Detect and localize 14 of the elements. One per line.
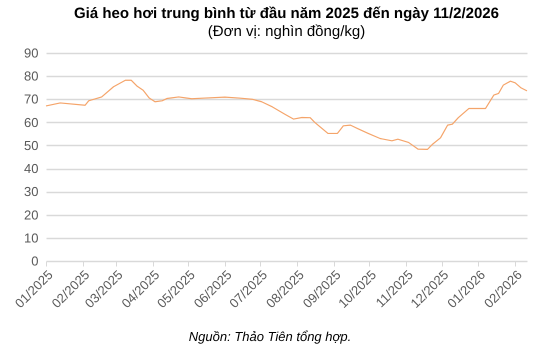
text: Nguồn: Thảo Tiên tổng hợp. — [188, 329, 352, 344]
y-tick-label: 70 — [24, 92, 38, 107]
y-tick-label: 80 — [24, 68, 38, 84]
y-tick-label: 50 — [24, 138, 38, 153]
line-series — [45, 80, 528, 150]
y-tick-label: 40 — [24, 161, 38, 176]
y-tick-label: 60 — [24, 114, 38, 130]
chart-title: Giá heo hơi trung bình từ đầu năm 2025 đến ngày 11/2/2026 — [74, 5, 499, 22]
chart-subtitle: (Đơn vị: nghìn đồng/kg) — [208, 23, 366, 40]
y-tick-label: 30 — [24, 184, 38, 200]
y-tick-label: 90 — [24, 46, 38, 60]
y-tick-label: 0 — [31, 254, 38, 268]
y-tick-label: 10 — [24, 230, 38, 246]
y-tick-label: 20 — [24, 207, 38, 222]
